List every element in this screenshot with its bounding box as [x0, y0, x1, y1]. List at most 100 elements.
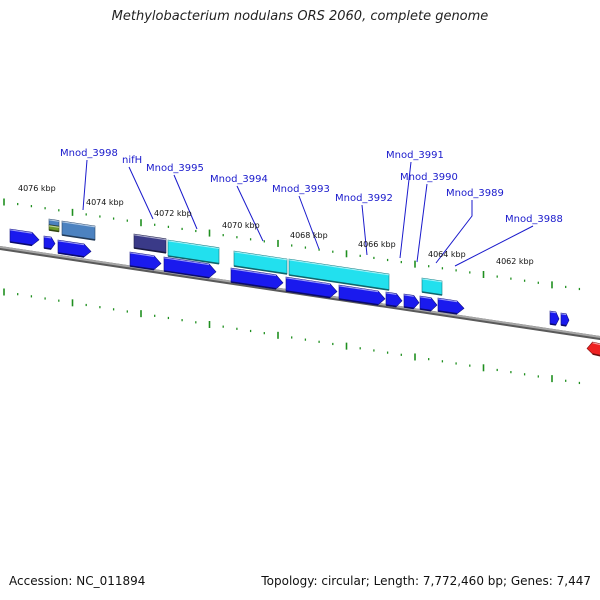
gene-feature-body	[560, 312, 570, 327]
leader-line	[128, 166, 154, 220]
gene-feature-shadow	[560, 324, 567, 327]
gene-feature-highlight	[419, 296, 432, 300]
gene-feature	[48, 224, 60, 233]
kbp-label: 4076 kbp	[18, 184, 56, 193]
gene-feature-shadow	[403, 306, 414, 310]
accession-text: Accession: NC_011894	[9, 574, 146, 588]
gene-feature	[133, 233, 167, 254]
kbp-label: 4068 kbp	[290, 231, 328, 240]
gene-feature	[163, 256, 217, 279]
gene-feature-shadow	[133, 247, 167, 254]
gene-feature-shadow	[549, 323, 556, 326]
leader-line	[361, 204, 368, 256]
gene-feature-body	[385, 291, 403, 307]
gene-feature-body	[43, 235, 56, 250]
gene-feature-highlight	[385, 292, 397, 295]
gene-feature-shadow	[592, 353, 600, 357]
leader-line	[435, 200, 473, 264]
gene-feature-shadow	[167, 255, 220, 265]
gene-feature-highlight	[403, 294, 414, 297]
gene-feature-body	[403, 293, 420, 309]
gene-feature-shadow	[129, 265, 155, 271]
gene-feature-highlight	[57, 240, 85, 246]
gene-feature-highlight	[43, 236, 52, 239]
genome-summary-text: Topology: circular; Length: 7,772,460 bp…	[261, 574, 591, 588]
gene-feature-highlight	[288, 259, 390, 276]
gene-feature-shadow	[61, 234, 96, 241]
gene-feature	[9, 228, 40, 247]
gene-feature	[233, 250, 288, 275]
gene-label: Mnod_3993	[272, 184, 330, 195]
gene-feature-shadow	[437, 310, 458, 315]
gene-features	[9, 218, 600, 357]
gene-feature	[437, 297, 465, 315]
gene-feature	[43, 235, 56, 250]
gene-feature-body	[419, 295, 438, 311]
gene-feature-body	[549, 310, 560, 326]
gene-label: Mnod_3992	[335, 193, 393, 204]
gene-feature	[285, 276, 338, 299]
leader-line	[399, 161, 412, 259]
gene-feature	[129, 251, 162, 271]
leader-line	[416, 183, 428, 263]
gene-label: Mnod_3988	[505, 214, 563, 225]
genome-title: Methylobacterium nodulans ORS 2060, comp…	[111, 9, 489, 24]
gene-feature-highlight	[129, 252, 155, 257]
gene-feature-shadow	[9, 241, 33, 247]
gene-feature-highlight	[233, 251, 288, 261]
gene-feature-highlight	[167, 240, 220, 250]
leader-line	[454, 225, 534, 267]
gene-feature-shadow	[233, 265, 288, 275]
gene-label: Mnod_3995	[146, 163, 204, 174]
text-labels: 4076 kbp 4074 kbp 4072 kbp 4070 kbp 4068 kbp…	[18, 148, 563, 266]
gene-feature	[419, 295, 438, 312]
gene-feature-highlight	[560, 313, 567, 316]
gene-feature-highlight	[48, 219, 60, 222]
gene-feature	[57, 239, 92, 258]
kbp-label: 4074 kbp	[86, 198, 124, 207]
tick-marks	[3, 198, 581, 385]
gene-feature	[338, 284, 386, 306]
gene-feature-highlight	[285, 277, 331, 285]
gene-feature-shadow	[163, 270, 210, 279]
kbp-label: 4070 kbp	[222, 221, 260, 230]
gene-feature-shadow	[385, 304, 397, 308]
gene-feature-highlight	[421, 278, 443, 283]
gene-feature-highlight	[61, 221, 96, 228]
gene-feature-shadow	[421, 291, 443, 296]
gene-feature-shadow	[285, 290, 331, 299]
gene-label: Mnod_3998	[60, 148, 118, 159]
gene-feature-shadow	[419, 308, 432, 312]
gene-feature-shadow	[43, 247, 52, 250]
gene-feature-highlight	[338, 285, 379, 293]
gene-label: Mnod_3989	[446, 188, 504, 199]
gene-feature-shadow	[338, 298, 379, 306]
label-leader-lines	[82, 159, 534, 267]
gene-label: nifH	[122, 155, 142, 166]
gene-feature	[403, 293, 420, 310]
gene-feature-highlight	[592, 342, 600, 346]
gene-feature-highlight	[163, 257, 210, 266]
gene-feature-body	[338, 284, 386, 306]
leader-line	[173, 174, 198, 230]
gene-label: Mnod_3990	[400, 172, 458, 183]
gene-feature-shadow	[230, 281, 277, 290]
gene-feature-shadow	[57, 252, 85, 258]
gene-feature-highlight	[549, 311, 556, 314]
gene-label: Mnod_3994	[210, 174, 268, 185]
leader-line	[236, 185, 264, 242]
gene-feature-highlight	[48, 225, 60, 228]
gene-feature	[549, 310, 560, 326]
gene-feature-highlight	[9, 229, 33, 234]
kbp-label: 4062 kbp	[496, 257, 534, 266]
kbp-label: 4066 kbp	[358, 240, 396, 249]
gene-feature-shadow	[288, 274, 390, 291]
leader-line	[82, 159, 88, 211]
leader-line	[298, 195, 320, 250]
gene-feature	[560, 312, 570, 327]
gene-feature	[288, 258, 390, 291]
gene-feature	[230, 267, 284, 290]
gene-feature-highlight	[437, 298, 458, 303]
